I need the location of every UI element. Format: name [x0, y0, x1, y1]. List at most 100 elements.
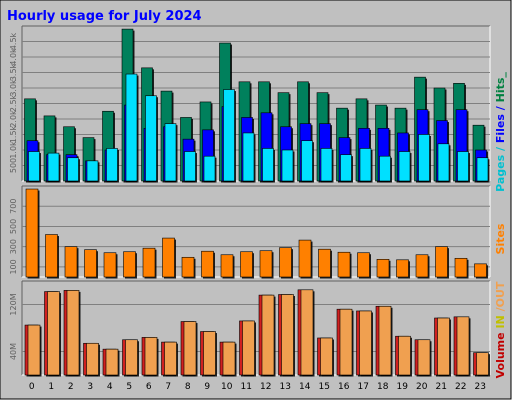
y-tick-label: 300 [9, 239, 18, 254]
volume-out-bar [222, 341, 236, 376]
volume-out-bar [47, 291, 60, 376]
y-tick-label: 2.0k [9, 110, 18, 128]
pages-bar [398, 151, 411, 182]
legend-pages-files-hits: Pages / Files / Hits_ [494, 72, 507, 192]
sites-bar [181, 256, 195, 278]
y-tick-label: 500 [9, 219, 18, 234]
sites-bar [25, 188, 39, 278]
legend-entry: Files [494, 114, 507, 144]
x-tick-label: 9 [204, 382, 210, 392]
sites-bar [415, 254, 429, 278]
sites-bar [45, 234, 58, 278]
volume-out-bar [261, 294, 275, 376]
y-tick-label: 3.0k [9, 79, 18, 97]
volume-out-bar [398, 335, 411, 376]
legend-volume-in-out: Volume IN /OUT [494, 281, 507, 378]
x-tick-label: 8 [185, 382, 191, 392]
x-tick-label: 18 [377, 382, 389, 392]
volume-out-bar [339, 308, 353, 376]
pages-bar [301, 140, 313, 182]
sites-bar [123, 251, 136, 278]
pages-bar [125, 73, 138, 182]
legend-text: Volume IN /OUT [494, 281, 507, 378]
pages-bar [242, 132, 255, 182]
y-tick-label: 500 [9, 158, 18, 173]
x-tick-label: 3 [87, 382, 93, 392]
x-tick-label: 14 [299, 382, 311, 392]
y-tick-label: 40M [9, 343, 18, 360]
y-tick-label: 100 [9, 259, 18, 274]
legend-entry: / [494, 143, 507, 155]
volume-out-bar [320, 337, 333, 376]
legend-text: Sites [494, 223, 507, 254]
legend-entry: Sites [494, 223, 507, 254]
sites-bar [279, 247, 292, 278]
volume-out-bar [203, 331, 216, 376]
pages-bar [28, 151, 40, 182]
x-tick-label: 16 [338, 382, 350, 392]
x-tick-label: 11 [241, 382, 252, 392]
x-tick-label: 6 [146, 382, 152, 392]
pages-bar [164, 123, 177, 182]
volume-out-bar [164, 341, 177, 376]
pages-bar [203, 155, 216, 182]
pages-bar [106, 148, 118, 182]
legend-entry: /OUT [494, 281, 507, 315]
x-tick-label: 12 [260, 382, 271, 392]
x-tick-label: 23 [475, 382, 486, 392]
pages-bar [457, 151, 469, 182]
pages-bar [437, 143, 450, 182]
x-tick-label: 4 [107, 382, 113, 392]
pages-bar [223, 89, 235, 182]
volume-out-bar [242, 320, 255, 376]
sites-bar [142, 247, 156, 278]
pages-bar [86, 160, 99, 182]
pages-bar [359, 148, 372, 182]
x-tick-label: 19 [397, 382, 409, 392]
pages-bar [340, 154, 352, 182]
sites-bar [220, 254, 234, 278]
pages-bar [262, 148, 274, 182]
pages-bar [418, 134, 430, 182]
legend-text: Pages / Files / Hits_ [494, 72, 507, 192]
sites-panel: 100 300 500 700 [9, 185, 491, 279]
y-tick-label: 4.5k [9, 32, 18, 50]
sites-bar [298, 239, 312, 278]
y-tick-label: 1.0k [9, 141, 18, 159]
x-tick-label: 15 [319, 382, 330, 392]
volume-panel: 40M 120M [9, 280, 491, 377]
sites-bar [474, 263, 487, 278]
pages-bar [67, 157, 79, 182]
volume-out-bar [105, 348, 119, 376]
pages-bar [145, 95, 157, 182]
y-tick-label: 120M [9, 293, 18, 315]
x-tick-label: 2 [68, 382, 74, 392]
legend-entry: _ [494, 72, 507, 78]
sites-bar [396, 259, 409, 278]
x-tick-label: 1 [48, 382, 54, 392]
volume-out-bar [437, 317, 450, 376]
legend-sites: Sites [494, 223, 507, 254]
y-tick-label: 700 [9, 199, 18, 214]
sites-bar [201, 250, 214, 278]
pages-bar [379, 155, 391, 182]
legend-entry: / [494, 102, 507, 114]
pages-bar [184, 151, 196, 182]
y-tick-label: 1.5k [9, 125, 18, 143]
volume-out-bar [359, 310, 372, 376]
pages-bar [281, 149, 294, 182]
sites-bar [103, 252, 117, 278]
hour-axis: 0 1 2 3 4 5 6 7 8 9 10 11 12 13 14 15 16 17 18 19 20 21 22 23 [29, 382, 486, 392]
legend-entry: Hits [494, 77, 507, 102]
x-tick-label: 22 [455, 382, 466, 392]
x-tick-label: 5 [126, 382, 132, 392]
y-tick-label: 4.0k [9, 48, 18, 66]
sites-bar [64, 246, 78, 278]
volume-out-bar [456, 316, 470, 376]
legend-entry: IN [494, 315, 507, 332]
pages-bar [476, 157, 489, 182]
volume-out-bar [300, 289, 314, 376]
